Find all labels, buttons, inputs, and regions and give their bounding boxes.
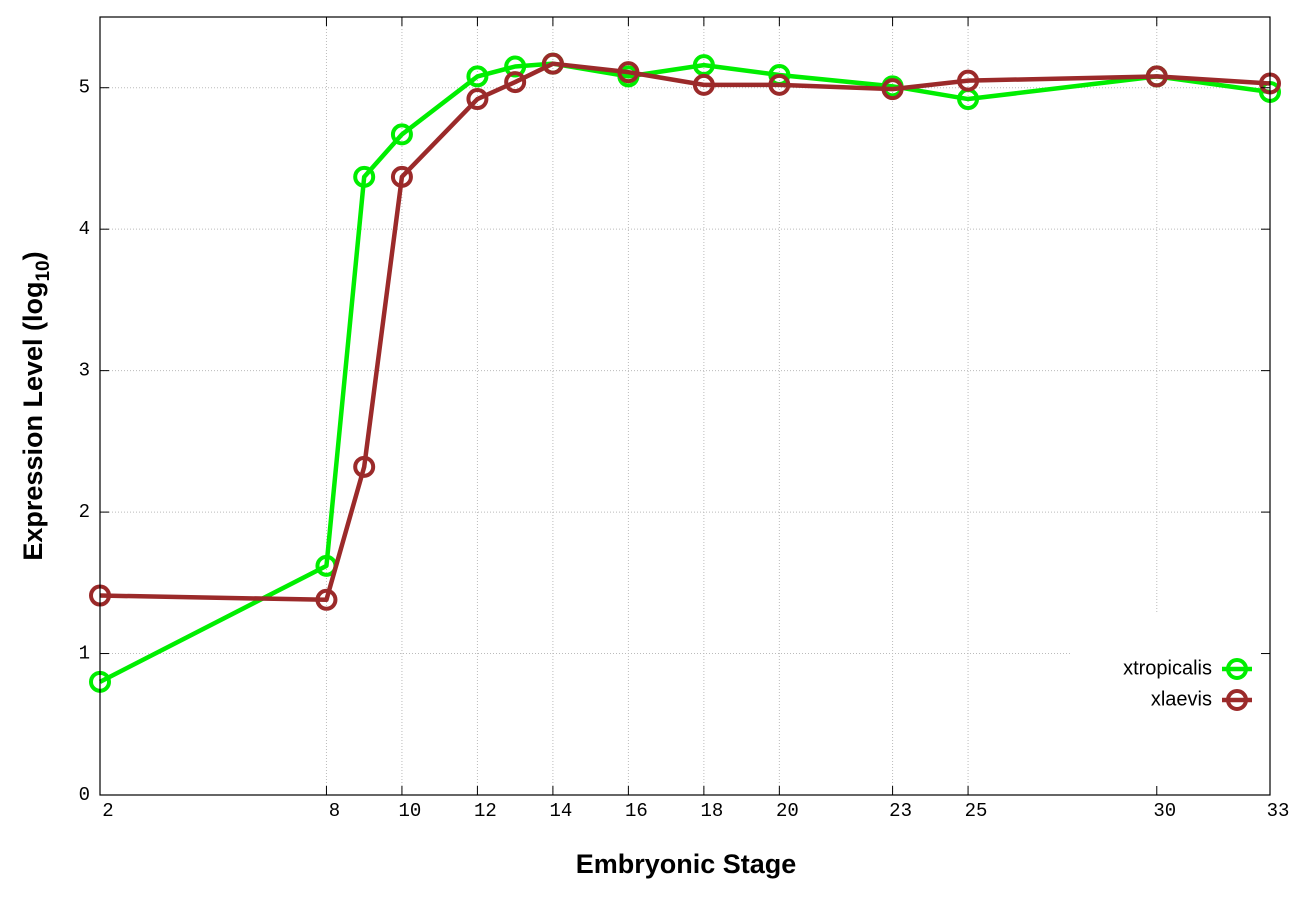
plot-border [99, 16, 1271, 796]
y-tick-label: 2 [79, 501, 90, 523]
data-point [504, 55, 527, 78]
data-point [881, 78, 904, 101]
x-tick-label: 14 [549, 800, 572, 822]
y-axis-label-main: Expression Level (log [18, 282, 48, 561]
legend-swatch-marker [1226, 689, 1248, 711]
data-point [390, 123, 413, 146]
x-tick-label: 20 [776, 800, 799, 822]
data-point [466, 88, 489, 111]
legend-swatch-marker [1226, 658, 1248, 680]
data-point [504, 71, 527, 94]
y-tick-label: 3 [79, 360, 90, 382]
x-tick-label: 16 [625, 800, 648, 822]
legend-label: xlaevis [1151, 688, 1212, 710]
plot [89, 52, 1281, 693]
data-point [617, 61, 640, 84]
data-point [692, 73, 715, 96]
x-tick-label: 30 [1153, 800, 1176, 822]
data-point [390, 165, 413, 188]
series-line [99, 61, 1271, 603]
x-axis-label: Embryonic Stage [576, 849, 797, 879]
y-tick-label: 0 [79, 784, 90, 806]
data-point [353, 165, 376, 188]
legend-background [1072, 614, 1269, 794]
x-tick-label: 2 [102, 800, 113, 822]
x-tick-label: 33 [1267, 800, 1290, 822]
x-tick-label: 18 [700, 800, 723, 822]
x-tick-label: 10 [399, 800, 422, 822]
data-point [353, 455, 376, 478]
x-tick-label: 8 [329, 800, 340, 822]
data-point [466, 65, 489, 88]
y-axis-label-subscript: 10 [33, 260, 54, 281]
data-point [768, 73, 791, 96]
x-tick-label: 12 [474, 800, 497, 822]
legend-label: xtropicalis [1123, 657, 1212, 679]
x-tick-label: 23 [889, 800, 912, 822]
y-axis-label-end: ) [18, 251, 48, 260]
data-point [315, 588, 338, 611]
y-tick-label: 5 [79, 77, 90, 99]
x-tick-label: 25 [965, 800, 988, 822]
y-tick-label: 1 [79, 643, 90, 665]
data-point [1145, 65, 1168, 88]
data-point [957, 69, 980, 92]
y-axis-label: Expression Level (log10) [18, 251, 54, 560]
data-point [541, 52, 564, 75]
y-tick-label: 4 [79, 218, 90, 240]
